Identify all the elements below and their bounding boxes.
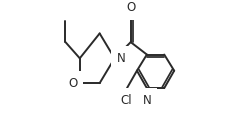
Text: N: N (142, 94, 151, 107)
Text: O: O (68, 77, 77, 90)
Text: O: O (126, 1, 135, 14)
Text: Cl: Cl (120, 94, 131, 107)
Text: N: N (117, 52, 125, 65)
